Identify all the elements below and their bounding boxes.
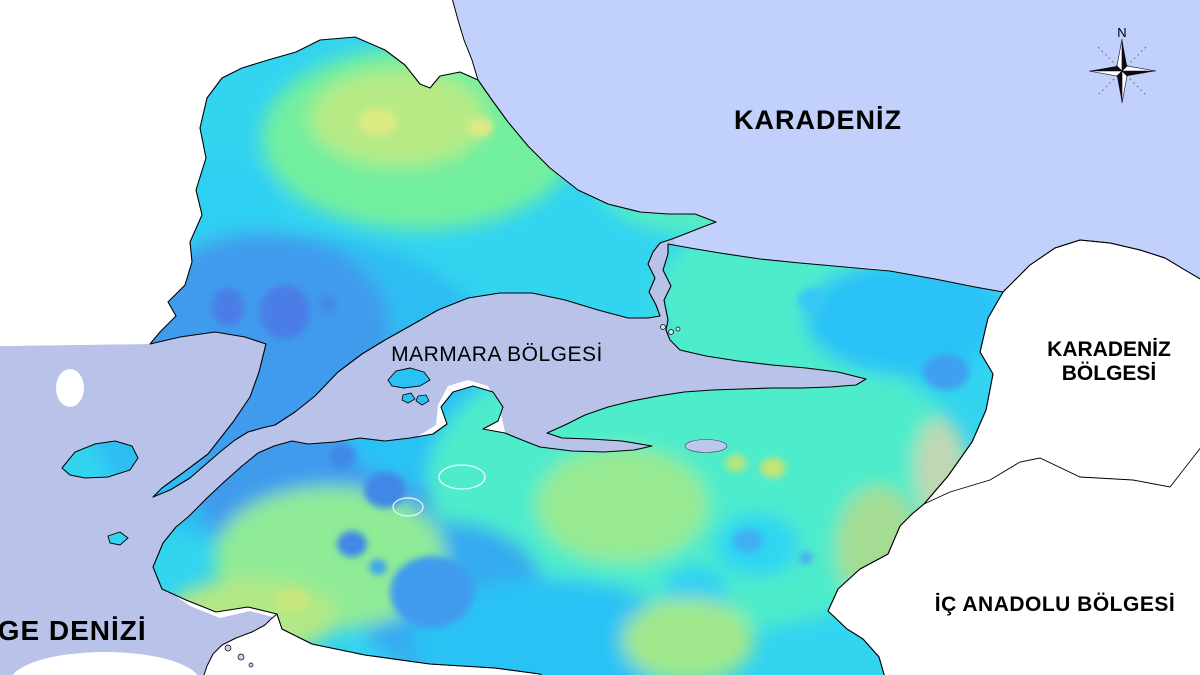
label-marmara-region: MARMARA BÖLGESİ: [391, 343, 603, 366]
surface-blob: [798, 288, 826, 312]
surface-blob: [805, 260, 1003, 376]
compass-diagonals: [1097, 46, 1147, 96]
surface-blob: [337, 531, 367, 557]
surface-blob: [725, 454, 747, 472]
lake-uluabat: [438, 464, 486, 490]
surface-blob: [760, 458, 786, 478]
coastline-bulgaria: [452, 0, 479, 81]
islands-ayvalik: [224, 644, 254, 668]
compass-rose: [1088, 38, 1157, 104]
island-bozcaada: [107, 531, 129, 546]
coastline-east-black-sea: [1002, 239, 1200, 293]
surface-blob: [799, 552, 813, 564]
coastline-anatolia: [152, 243, 1004, 675]
surface-blob: [622, 598, 754, 675]
surface-blob: [212, 288, 244, 326]
label-central-anatolia-region: İÇ ANADOLU BÖLGESİ: [934, 593, 1176, 616]
surface-blob: [369, 559, 387, 575]
aegean-marmara-water: [0, 238, 872, 675]
surface-blob: [536, 447, 708, 563]
island-lesbos: [12, 652, 198, 675]
surface-blob: [260, 285, 310, 339]
black-sea-water: [452, 0, 1200, 314]
island-samothrace: [56, 369, 84, 407]
land-outside-northwest: [0, 0, 478, 346]
lake-manyas: [392, 497, 424, 517]
label-black-sea-region: KARADENİZ BÖLGESİ: [1047, 338, 1171, 386]
islands-princes: [660, 324, 681, 335]
island-marmara: [387, 367, 431, 389]
surface-blob: [358, 108, 398, 136]
border-karadeniz-icanadolu: [923, 447, 1200, 505]
surface-blob: [733, 529, 763, 553]
surface-blob: [318, 295, 336, 313]
lake-iznik: [684, 439, 728, 453]
island-pasalimani: [415, 394, 430, 406]
island-avsa: [401, 392, 416, 404]
label-black-sea-region-line2: BÖLGESİ: [1061, 362, 1157, 385]
surface-blob: [310, 70, 486, 166]
label-aegean-sea: EGE DENİZİ: [0, 615, 147, 646]
label-compass-north: N: [1117, 25, 1127, 40]
surface-blob: [923, 354, 969, 390]
surface-blob: [390, 556, 474, 628]
surface-blob: [364, 472, 406, 508]
north-arrow-light: [1088, 38, 1157, 104]
surface-blob: [329, 444, 355, 468]
surface-blob: [274, 589, 310, 613]
surface-blob: [467, 117, 493, 137]
label-black-sea: KARADENİZ: [734, 105, 902, 135]
island-gokceada: [61, 440, 139, 479]
label-black-sea-region-line1: KARADENİZ: [1047, 338, 1171, 361]
